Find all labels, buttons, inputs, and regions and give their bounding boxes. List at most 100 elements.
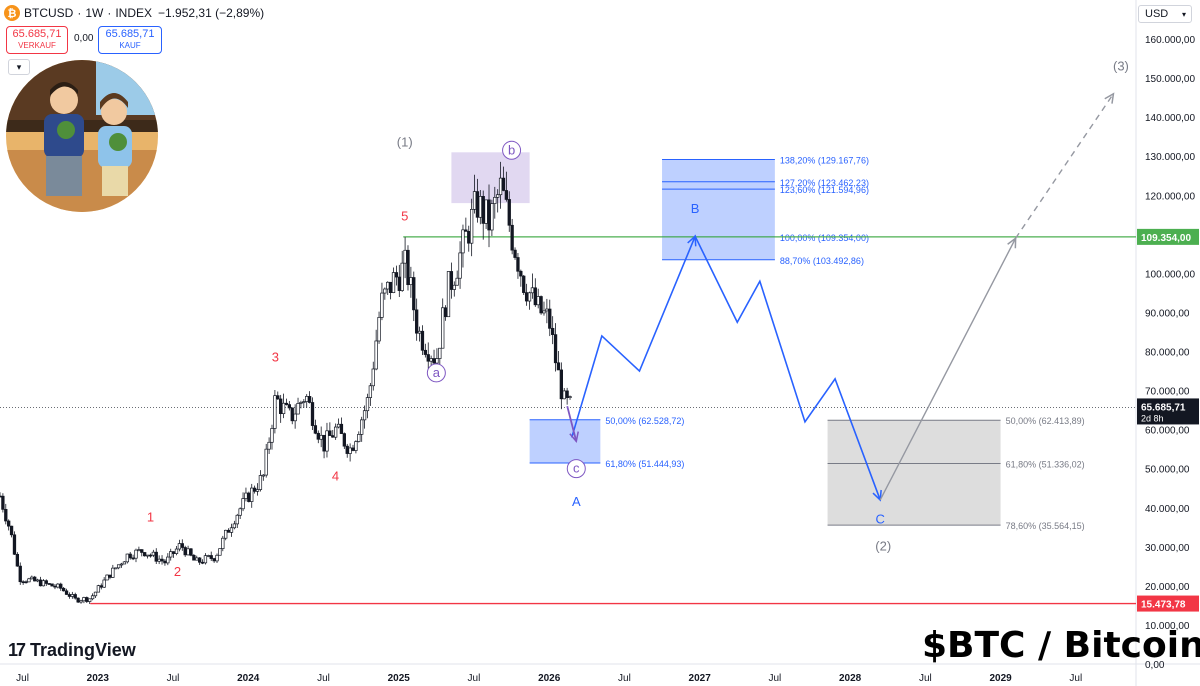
candle-body [85,597,89,602]
candle-body [99,585,103,588]
currency-label: USD [1145,8,1169,20]
candle-body [542,310,546,314]
candle-body [522,275,526,293]
projection-gray [879,237,1017,501]
candle-body [371,368,375,387]
candle-body [403,249,407,264]
candle-body [345,445,349,454]
candle-body [209,555,213,559]
fib-level-label: 50,00% (62.413,89) [1006,416,1085,426]
zone-a [529,419,601,464]
candle-body [206,555,210,557]
wave-label: 2 [174,564,181,579]
time-tick-label: Jul [919,673,932,684]
candle-body [394,272,399,278]
candle-body [374,340,378,370]
candle-body [313,425,318,434]
fib-level-label: 138,20% (129.167,76) [780,155,869,165]
tradingview-mark-icon: 17 [8,640,26,660]
candle-body [218,548,222,556]
price-countdown-label: 2d 8h [1141,413,1164,423]
currency-selector[interactable]: USD ▾ [1138,5,1192,23]
candle-body [73,594,77,599]
candle-body [307,396,312,403]
candle-body [53,585,57,588]
tradingview-logo-text: TradingView [30,640,136,660]
current-price-tag [1137,398,1199,425]
candle-body [377,317,381,342]
interval-label[interactable]: 1W [85,6,104,20]
time-tick-label: Jul [317,673,330,684]
buy-label: KAUF [119,41,141,50]
candle-body [316,432,320,440]
candle-body [406,249,410,286]
time-tick-label: 2025 [388,673,411,684]
candle-body [464,229,468,232]
price-tick-label: 30.000,00 [1145,543,1190,554]
candle-body [287,404,292,409]
candle-body [452,284,456,290]
price-axis-panel [1136,0,1200,686]
candle-body [50,583,54,587]
buy-button[interactable]: 65.685,71 KAUF [98,26,162,54]
candle-body [391,272,396,293]
symbol-name[interactable]: BTCUSD [24,6,74,20]
wave-label: (1) [397,134,413,149]
candle-body [59,583,63,589]
candle-body [365,397,370,412]
fib-level-label: 100,00% (109.354,00) [780,233,869,243]
candle-body [559,369,563,400]
candle-body [47,583,51,585]
candle-body [400,262,404,291]
candle-body [232,523,237,529]
candle-body [441,307,445,349]
candle-body [276,395,280,400]
collapse-toggle[interactable]: ▾ [8,59,30,75]
candle-body [293,413,297,422]
wave-label: 4 [332,468,339,483]
sell-button[interactable]: 65.685,71 VERKAUF [6,26,68,54]
candle-body [250,487,254,502]
candle-body [438,347,442,359]
candle-body [507,199,511,226]
candle-body [166,556,170,564]
candle-body [154,551,158,562]
time-tick-label: 2023 [87,673,110,684]
candle-body [279,398,283,415]
candle-body [145,554,150,557]
fib-level-label: 61,80% (51.444,93) [605,459,684,469]
time-tick-label: 2026 [538,673,561,684]
candle-body [79,600,83,603]
candle-body [305,396,309,402]
candle-body [4,509,8,522]
chevron-down-icon: ▾ [1181,9,1186,19]
wave-label: b [508,142,515,157]
candle-body [357,434,361,442]
candle-body [510,224,514,251]
candle-body [562,390,566,400]
candle-body [284,402,289,405]
candle-body [148,554,153,557]
fib-level-label: 50,00% (62.528,72) [605,416,684,426]
candle-body [490,203,494,231]
exchange-label: INDEX [115,6,153,20]
candle-body [64,590,69,595]
fib-level-label: 88,70% (103.492,86) [780,256,864,266]
candle-body [67,594,72,597]
candle-body [27,578,31,583]
tradingview-logo[interactable]: 17 TradingView [8,640,136,661]
candle-body [469,209,474,244]
candle-body [328,430,332,436]
candle-body [157,558,161,562]
candle-body [102,579,106,588]
price-tick-label: 70.000,00 [1145,387,1190,398]
candle-body [299,402,303,404]
candle-body [443,307,448,318]
time-tick-label: Jul [16,673,29,684]
candle-body [108,574,112,578]
candle-body [24,581,28,584]
price-tick-label: 20.000,00 [1145,582,1190,593]
candle-body [310,402,315,426]
candle-body [409,277,413,286]
